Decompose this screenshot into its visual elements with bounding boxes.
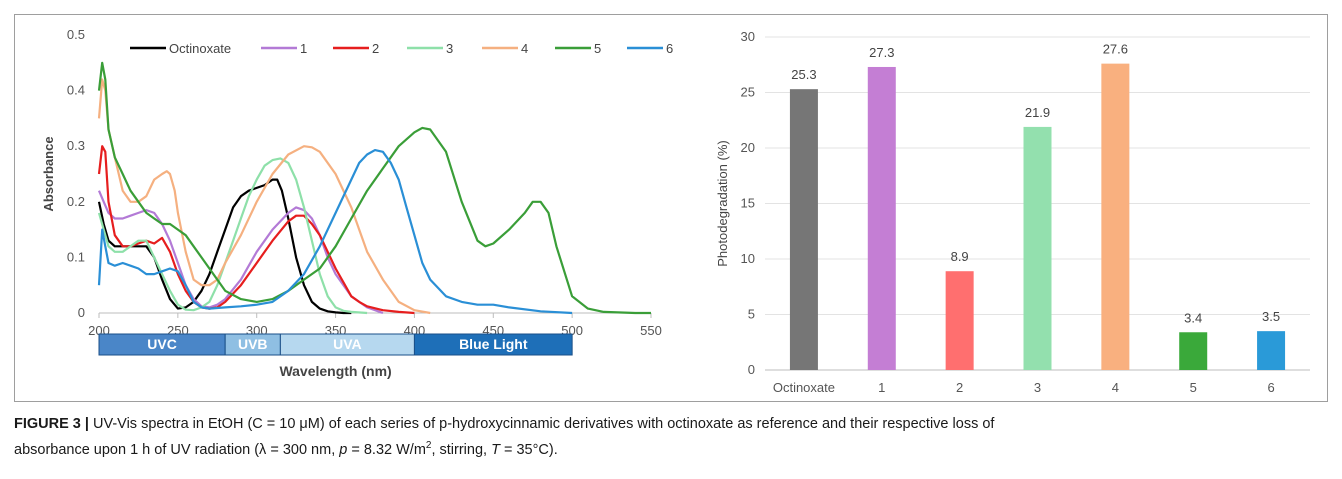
x-tick-label: Octinoxate [773,380,835,395]
x-axis-label: Wavelength (nm) [279,363,391,379]
y-tick-label: 20 [741,140,755,155]
series-line-2 [97,145,415,315]
y-tick-label: 0.1 [67,249,85,264]
series-line-4 [97,78,431,315]
caption-label: FIGURE 3 | [14,416,89,432]
legend-label: 4 [521,41,528,56]
y-tick-label: 0.4 [67,83,85,98]
y-tick-label: 0 [78,305,85,320]
y-tick-label: 0.3 [67,138,85,153]
figure-panel: 200 250 300 350 400 450 500 550 0 0.1 0.2 0.3 0.4 0.5… [14,14,1328,402]
x-tick-label: 550 [640,323,662,338]
bar-1 [867,66,896,370]
data-label: 21.9 [1025,105,1050,120]
series-line-5 [97,61,651,315]
caption-sup: 2 [425,440,432,451]
legend-label: 5 [594,41,601,56]
y-tick-label: 10 [741,251,755,266]
y-tick-label: 0.5 [67,27,85,42]
bar-6 [1257,331,1286,370]
band-label: UVA [333,336,362,352]
bar-4 [1101,63,1130,370]
y-tick-label: 0 [748,362,755,377]
caption-line-2b: = 8.32 W/m [347,441,426,458]
band-label: Blue Light [459,336,528,352]
band-label: UVB [238,336,268,352]
legend-label: 6 [666,41,673,56]
uv-vis-spectra-chart: 200 250 300 350 400 450 500 55000.10.20.30.40.5… [41,27,673,379]
legend-label: Octinoxate [169,41,231,56]
band-blue-light [413,333,573,356]
x-tick-label: 1 [878,380,885,395]
figure-caption: FIGURE 3 | UV-Vis spectra in EtOH (C = 1… [14,414,1328,461]
caption-p: p [339,441,348,458]
x-tick-label: 3 [1034,380,1041,395]
legend-label: 2 [372,41,379,56]
series-line-1 [97,190,384,315]
series-line-octinoxate [97,178,352,315]
bar-5 [1179,332,1208,370]
x-tick-label: 5 [1190,380,1197,395]
bar-3 [1023,126,1052,370]
data-label: 27.3 [869,45,894,60]
y-tick-label: 30 [741,29,755,44]
legend-label: 3 [446,41,453,56]
y-tick-label: 0.2 [67,194,85,209]
y-axis-label: Absorbance [41,136,56,211]
y-tick-label: 5 [748,307,755,322]
caption-line-2a: absorbance upon 1 h of UV radiation (λ =… [14,441,340,458]
series-line-6 [97,149,573,315]
data-label: 3.4 [1184,310,1202,325]
x-tick-label: 4 [1112,380,1119,395]
data-label: 25.3 [791,67,816,82]
caption-T: T [491,441,500,458]
y-tick-label: 25 [741,85,755,100]
caption-line-1: UV-Vis spectra in EtOH (C = 10 μM) of ea… [93,416,995,432]
caption-line-2d: = 35°C). [499,441,558,458]
caption-line-2c: , stirring, [431,441,492,458]
x-tick-label: 2 [956,380,963,395]
x-tick-label: 6 [1267,380,1274,395]
bar-2 [945,271,974,370]
y-tick-label: 15 [741,196,755,211]
y-axis-label: Photodegradation (%) [715,140,730,266]
data-label: 8.9 [951,249,969,264]
data-label: 27.6 [1103,42,1128,57]
bar-octinoxate [789,89,818,371]
legend-label: 1 [300,41,307,56]
band-label: UVC [147,336,177,352]
data-label: 3.5 [1262,309,1280,324]
